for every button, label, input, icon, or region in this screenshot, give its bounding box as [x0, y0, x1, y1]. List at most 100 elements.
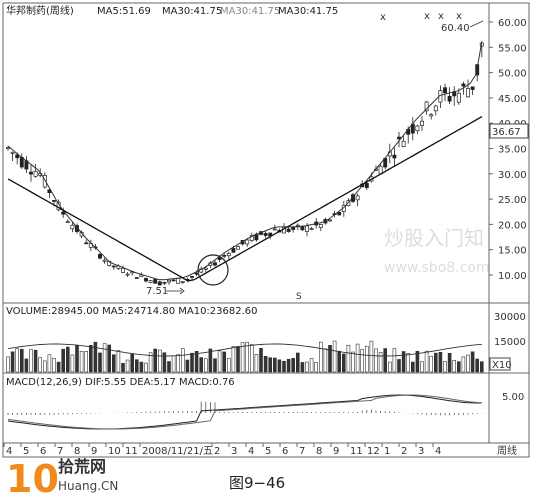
volume-bar	[479, 361, 484, 373]
time-label: 1	[384, 446, 390, 457]
candle-body	[203, 267, 208, 270]
crossover-circle	[197, 254, 229, 286]
candle-body	[15, 154, 20, 159]
time-label: 6	[40, 446, 46, 457]
volume-bar	[29, 349, 33, 373]
volume-bar	[116, 350, 121, 373]
macd-header: MACD(12,26,9) DIF:5.55 DEA:5.17 MACD:0.7…	[6, 377, 235, 388]
volume-unit-box	[489, 357, 511, 371]
candle-body	[351, 194, 355, 202]
volume-bar	[438, 351, 443, 373]
volume-bar	[181, 348, 185, 373]
candle-body	[10, 151, 15, 154]
high-arrow	[469, 20, 484, 28]
logo-number: 10	[6, 457, 59, 497]
candle-body	[65, 221, 70, 223]
price-tick-label: 25.00	[498, 195, 527, 206]
price-tick-label: 50.00	[498, 69, 527, 80]
candle-body	[70, 224, 75, 230]
price-tick-label: 30.00	[498, 170, 527, 181]
macd-histogram	[7, 401, 483, 416]
volume-bar	[162, 352, 167, 373]
volume-bar	[443, 361, 447, 373]
volume-bar	[93, 341, 98, 373]
candle-body	[392, 154, 397, 159]
volume-bar	[185, 359, 190, 373]
candle-body	[328, 219, 332, 222]
volume-bar	[89, 345, 93, 373]
time-label: 10	[108, 446, 121, 457]
macd-axis-frame	[488, 372, 530, 444]
volume-bar	[42, 360, 47, 373]
candle-body	[167, 279, 171, 283]
candle-body	[213, 262, 217, 266]
candle-body	[420, 120, 424, 126]
candle-body	[29, 171, 33, 175]
ma30-label-a: MA30:41.75	[162, 6, 222, 17]
volume-bar	[84, 351, 88, 373]
volume-bar	[222, 351, 226, 373]
time-label: 7	[299, 446, 305, 457]
top-marker: x	[438, 11, 444, 22]
volume-bar	[332, 340, 337, 373]
volume-bar	[470, 351, 475, 373]
volume-bar	[318, 341, 323, 373]
volume-bar	[217, 350, 222, 373]
current-price-label: 36.67	[492, 127, 521, 138]
time-label: 7	[57, 446, 63, 457]
top-marker: x	[424, 11, 430, 22]
volume-bar	[70, 354, 75, 373]
volume-bar	[56, 361, 61, 373]
candle-body	[466, 88, 470, 98]
price-tick-label: 20.00	[498, 220, 527, 231]
volume-bar	[236, 346, 240, 373]
candle-body	[157, 281, 162, 286]
candle-body	[6, 147, 10, 150]
dif-line	[7, 394, 482, 430]
volume-bar	[286, 358, 291, 373]
macd-tick-5: 5.00	[502, 392, 524, 403]
time-label: 11	[350, 446, 363, 457]
candle-body	[176, 278, 181, 284]
time-label: 6	[282, 446, 288, 457]
logo-cn: 拾荒网	[58, 457, 106, 476]
candle-body	[415, 125, 420, 132]
volume-bar	[272, 357, 277, 373]
price-tick-label: 10.00	[498, 271, 527, 282]
volume-bar	[167, 361, 171, 373]
volume-bar	[19, 348, 24, 373]
candle-body	[194, 272, 199, 275]
volume-bar	[309, 358, 314, 373]
time-label: 2	[401, 446, 407, 457]
volume-bar	[47, 354, 52, 373]
candle-body	[226, 253, 231, 257]
volume-bar	[240, 342, 245, 373]
time-label: 12	[367, 446, 380, 457]
candle-body	[231, 248, 236, 253]
candle-body	[102, 259, 107, 262]
candle-body	[144, 278, 148, 282]
volume-bar	[406, 353, 411, 373]
time-label: 3	[418, 446, 424, 457]
watermark-text: 炒股入门知	[384, 226, 484, 250]
volume-bar	[424, 350, 429, 373]
volume-bar	[144, 362, 148, 373]
volume-bar	[213, 358, 217, 373]
volume-bar	[135, 359, 139, 373]
volume-bar	[38, 357, 43, 373]
volume-bar	[102, 343, 107, 373]
low-label: 7.51	[146, 286, 168, 297]
candle-body	[222, 255, 227, 257]
top-marker: x	[380, 12, 386, 23]
volume-header: VOLUME:28945.00 MA5:24714.80 MA10:23682.…	[6, 306, 258, 317]
candle-body	[190, 275, 194, 278]
volume-bar	[410, 361, 415, 373]
volume-bar	[24, 358, 29, 373]
candle-body	[134, 277, 139, 279]
candle-body	[429, 114, 434, 117]
volume-bar	[300, 362, 305, 373]
volume-bar	[369, 340, 374, 373]
volume-bar	[447, 352, 452, 373]
candle-body	[401, 140, 406, 148]
ma5-line	[7, 40, 483, 281]
